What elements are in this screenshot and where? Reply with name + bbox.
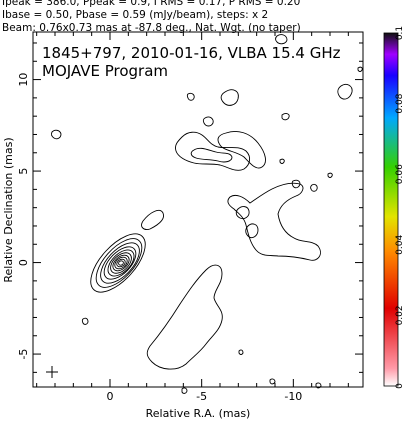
y-tick-label: 5 [17, 168, 30, 175]
y-tick-label: 10 [17, 73, 30, 87]
colorbar-tick-label: 0.08 [395, 93, 405, 113]
contour [357, 66, 363, 72]
contour [227, 182, 321, 261]
contour [310, 183, 318, 192]
core-contour [90, 233, 146, 293]
contour [281, 113, 290, 121]
core-contour [107, 249, 135, 277]
x-tick-label: -5 [196, 390, 207, 403]
contour [202, 116, 214, 127]
y-tick-label: -5 [17, 349, 30, 360]
core-contour [110, 252, 132, 274]
contour [269, 378, 276, 385]
contour [238, 349, 244, 355]
contour [186, 92, 195, 101]
core-contour [103, 246, 137, 280]
contour [146, 264, 223, 370]
y-axis-label: Relative Declination (mas) [2, 137, 15, 282]
colorbar-tick-label: 0.04 [395, 235, 405, 255]
contour [327, 172, 333, 178]
plot-frame [32, 31, 364, 388]
x-tick-label: 0 [107, 390, 114, 403]
contour [50, 129, 62, 140]
contour [175, 131, 251, 171]
contour [217, 131, 266, 169]
chart-subtitle: MOJAVE Program [42, 62, 168, 80]
contour [315, 382, 322, 389]
contour [141, 210, 164, 230]
x-tick-label: -10 [284, 390, 302, 403]
contour [181, 387, 188, 394]
colorbar-tick-label: 0.06 [395, 164, 405, 184]
core-contour [95, 238, 143, 288]
header-line-2: Ibase = 0.50, Pbase = 0.59 (mJy/beam), s… [2, 9, 269, 21]
contour [220, 89, 239, 106]
chart-title: 1845+797, 2010-01-16, VLBA 15.4 GHz [42, 44, 341, 62]
header-line-1: Ipeak = 386.0, Ppeak = 0.9, I RMS = 0.17… [2, 0, 301, 8]
core-contour [118, 260, 124, 266]
core-contour [114, 256, 128, 270]
beam-marker [46, 366, 58, 378]
contour-lines [50, 34, 363, 394]
y-tick-label: 0 [17, 259, 30, 266]
contour [275, 34, 288, 45]
core-contour [100, 242, 140, 284]
colorbar-tick-label: 0.02 [395, 305, 405, 325]
header-line-3: Beam: 0.76x0.73 mas at -87.8 deg., Nat. … [2, 22, 301, 34]
contour [190, 147, 233, 163]
colorbar-labels: 0 0.02 0.04 0.06 0.08 0.1 [395, 26, 405, 389]
contour [81, 317, 89, 325]
x-axis-label: Relative R.A. (mas) [146, 407, 251, 420]
core-contour [116, 258, 126, 268]
core-contour [112, 254, 130, 272]
colorbar-tick-label: 0.1 [395, 26, 405, 40]
contour [291, 179, 301, 189]
colorbar [383, 32, 399, 387]
contour [235, 206, 250, 220]
contour [245, 223, 259, 239]
axis-ticks [33, 32, 363, 387]
tick-labels: 0 -5 -10 -5 0 5 10 [17, 73, 302, 403]
contour [337, 83, 353, 100]
contour [279, 158, 285, 164]
colorbar-tick-label: 0 [395, 383, 405, 389]
